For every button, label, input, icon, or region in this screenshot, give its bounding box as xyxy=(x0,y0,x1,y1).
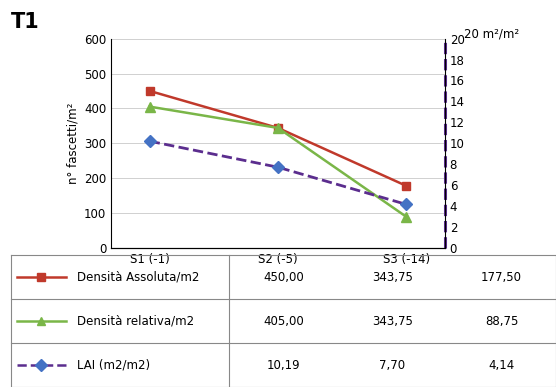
Text: Densità Assoluta/m2: Densità Assoluta/m2 xyxy=(77,271,199,284)
Y-axis label: n° fascetti/m²: n° fascetti/m² xyxy=(67,103,80,184)
Text: 20 m²/m²: 20 m²/m² xyxy=(464,27,519,41)
Text: 450,00: 450,00 xyxy=(263,271,304,284)
Text: 343,75: 343,75 xyxy=(372,315,413,328)
Text: Densità relativa/m2: Densità relativa/m2 xyxy=(77,315,193,328)
Text: 4,14: 4,14 xyxy=(488,359,515,372)
Text: T1: T1 xyxy=(11,12,40,32)
Text: LAI (m2/m2): LAI (m2/m2) xyxy=(77,359,150,372)
Text: 343,75: 343,75 xyxy=(372,271,413,284)
Text: 7,70: 7,70 xyxy=(380,359,405,372)
Text: 177,50: 177,50 xyxy=(481,271,522,284)
Text: 405,00: 405,00 xyxy=(263,315,304,328)
Text: 10,19: 10,19 xyxy=(267,359,300,372)
Text: 88,75: 88,75 xyxy=(485,315,518,328)
